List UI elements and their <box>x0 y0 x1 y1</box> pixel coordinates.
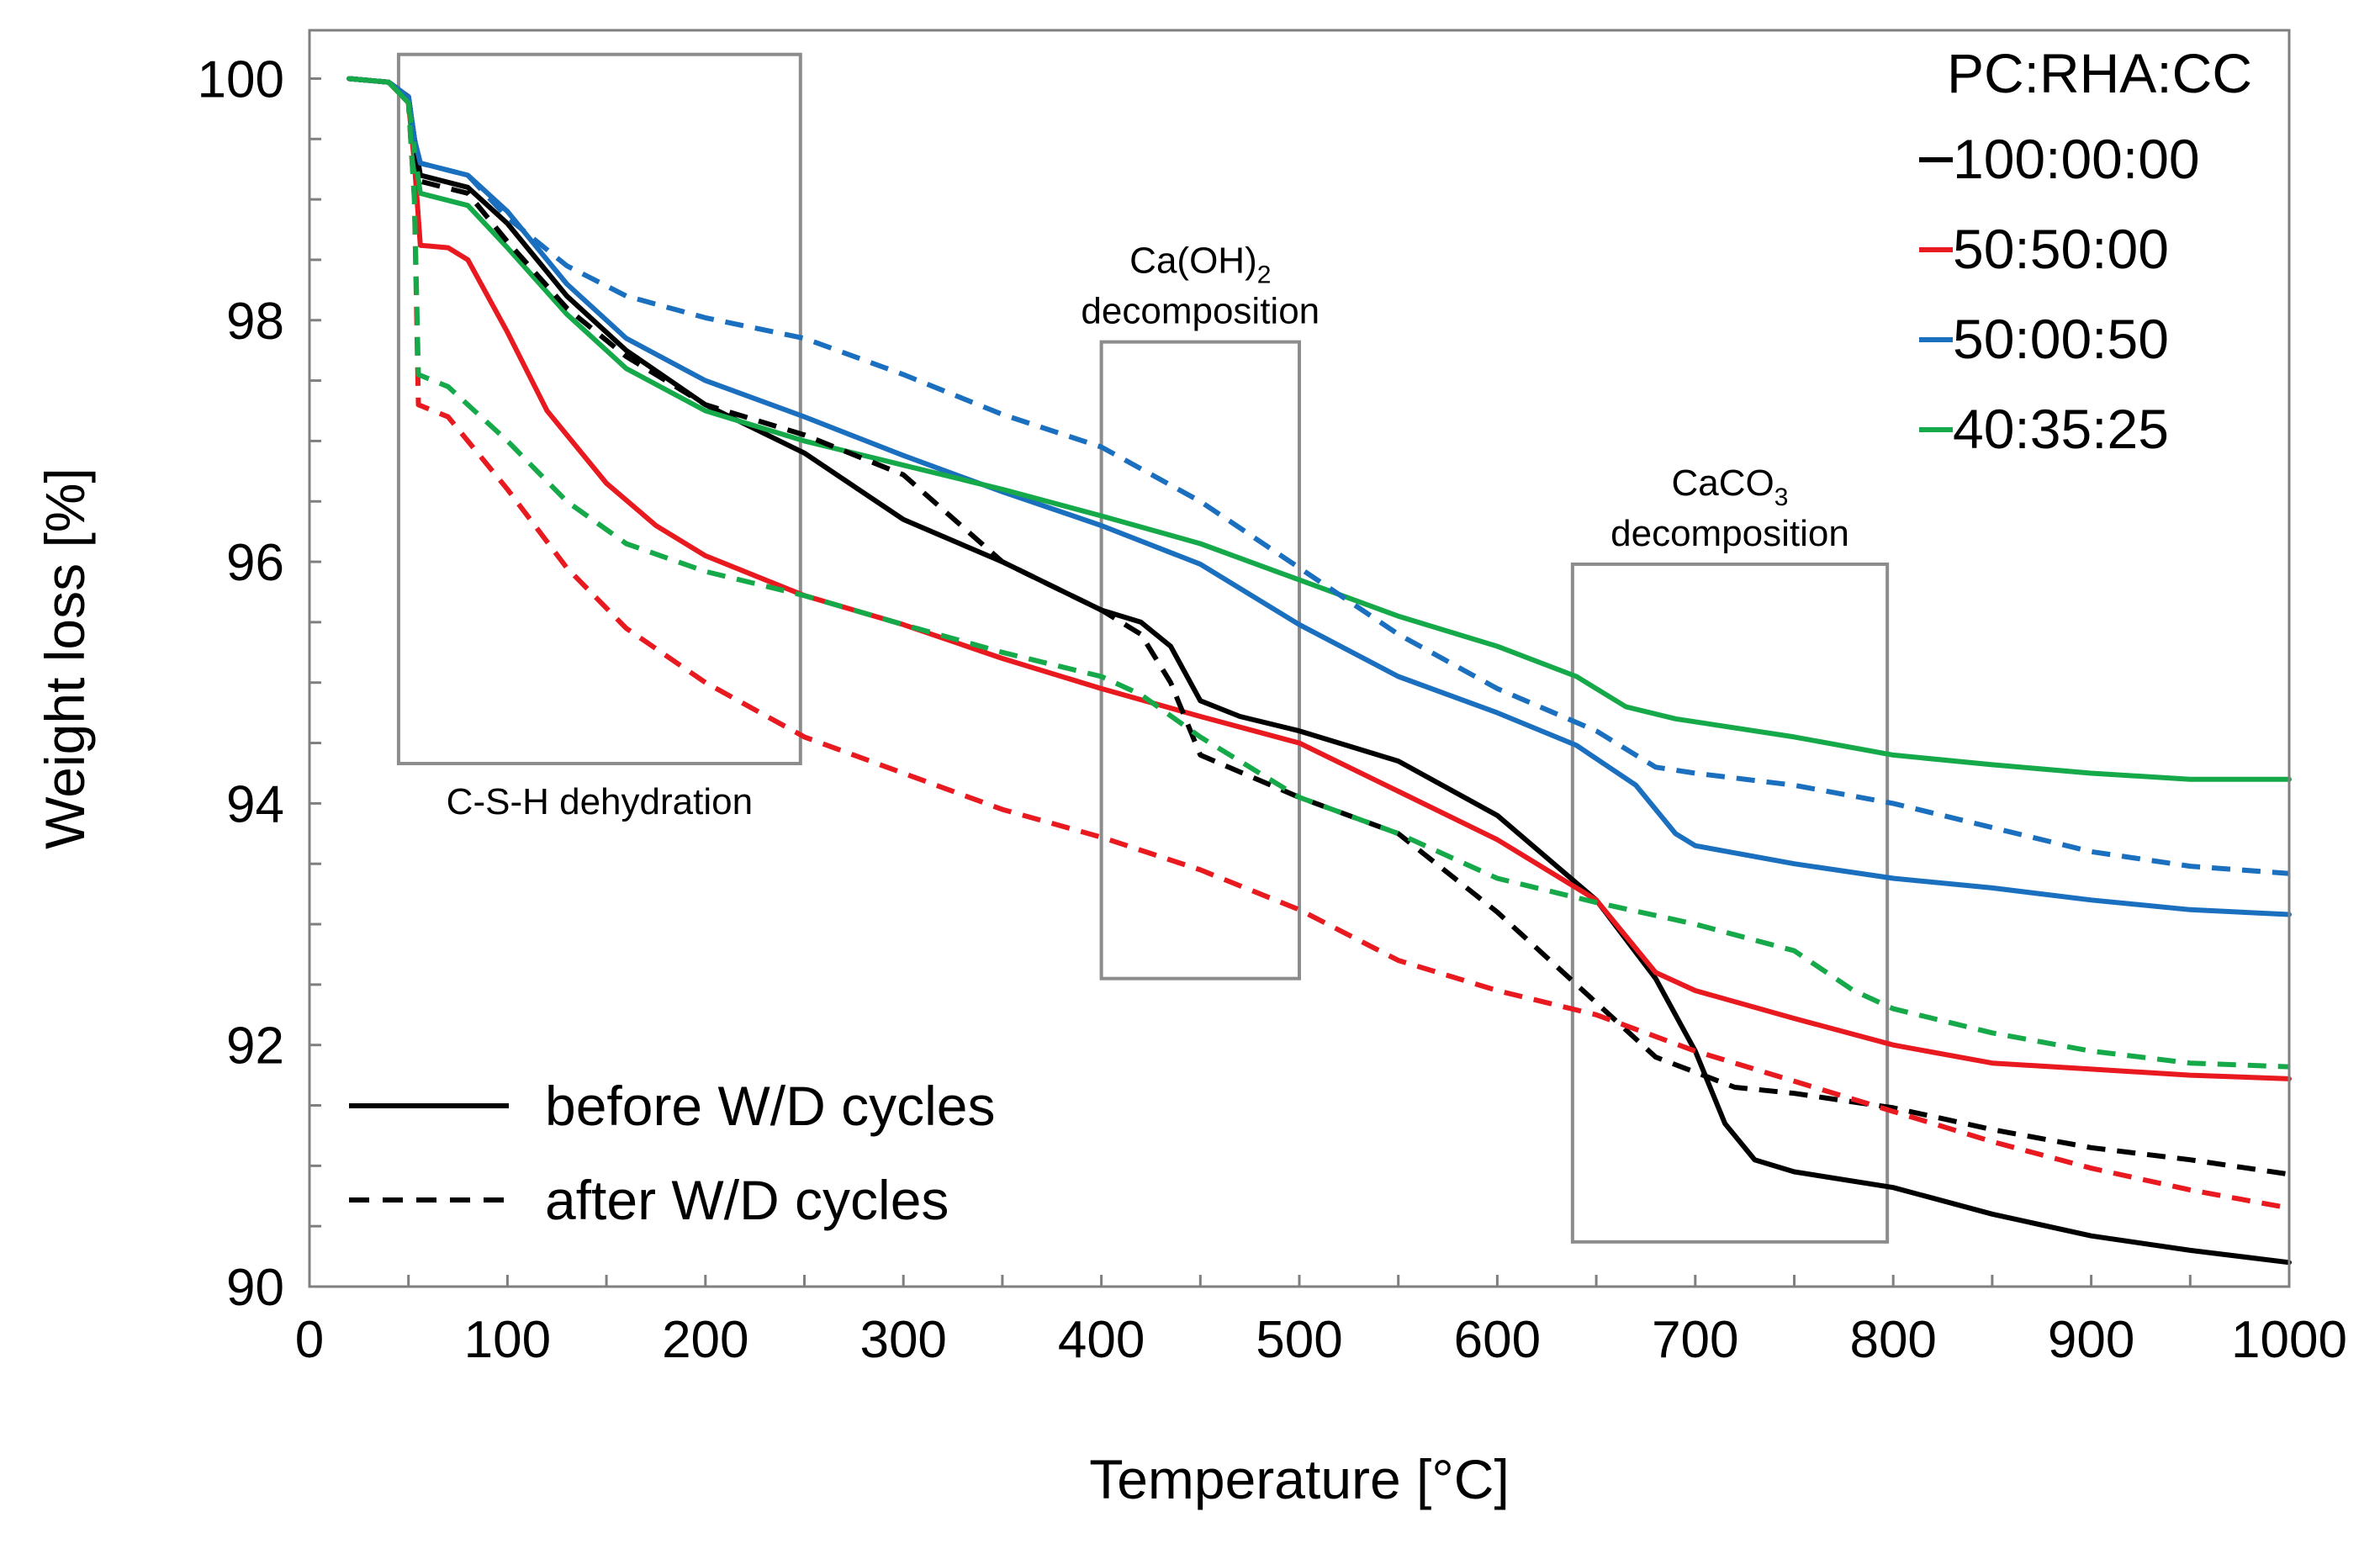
y-axis-title: Weight loss [%] <box>34 468 96 849</box>
series-line-50-00-50-after <box>348 76 2290 876</box>
region-label-caco3: CaCO3 <box>1672 462 1789 511</box>
legend: PC:RHA:CC 100:00:00 50:50:00 50:00:50 40:35:… <box>349 42 2252 1231</box>
x-axis-title: Temperature [°C] <box>1089 1448 1510 1510</box>
region-box-caco3 <box>1570 562 1890 1244</box>
x-tick-label: 500 <box>1256 1311 1342 1369</box>
y-tick-label: 92 <box>226 1018 284 1076</box>
y-tick-label: 100 <box>198 50 284 108</box>
legend-entry: 50:00:50 <box>1953 308 2169 370</box>
y-tick-label: 96 <box>226 534 284 592</box>
region-label-line2-caco3: decomposition <box>1610 513 1849 554</box>
y-tick-label: 90 <box>226 1259 284 1317</box>
legend-entry: 50:50:00 <box>1953 218 2169 280</box>
x-tick-label: 100 <box>464 1311 551 1369</box>
region-label-caoh2: Ca(OH)2 <box>1129 240 1271 289</box>
series-line-100-00-00-before <box>346 76 2292 1266</box>
legend-title: PC:RHA:CC <box>1947 42 2252 104</box>
series-line-50-50-00-after <box>348 76 2290 1211</box>
y-tick-label: 98 <box>226 293 284 351</box>
series-line-100-00-00-after <box>348 76 2290 1177</box>
legend-entry: 40:35:25 <box>1953 398 2169 460</box>
x-tick-label: 600 <box>1454 1311 1541 1369</box>
series-line-40-35-25-before <box>346 76 2292 782</box>
x-tick-label: 800 <box>1849 1311 1936 1369</box>
style-legend-label: before W/D cycles <box>545 1075 995 1137</box>
y-tick-label: 94 <box>226 775 284 833</box>
region-label-line2-caoh2: decomposition <box>1081 291 1320 332</box>
region-box-caoh2 <box>1099 340 1301 980</box>
series-line-40-35-25-after <box>348 76 2290 1070</box>
x-tick-label: 400 <box>1058 1311 1145 1369</box>
annotation-regions: C-S-H dehydrationCa(OH)2decompositionCaC… <box>396 52 1890 1244</box>
series-line-50-50-00-before <box>346 76 2292 1081</box>
x-tick-label: 300 <box>859 1311 946 1369</box>
style-legend-label: after W/D cycles <box>545 1169 949 1231</box>
x-tick-label: 900 <box>2048 1311 2134 1369</box>
legend-entry: 100:00:00 <box>1953 128 2200 190</box>
x-tick-label: 1000 <box>2231 1311 2347 1369</box>
data-series <box>346 76 2292 1266</box>
region-label-csh: C-S-H dehydration <box>447 781 753 822</box>
region-box-csh <box>396 52 802 765</box>
x-tick-label: 0 <box>295 1311 324 1369</box>
x-tick-label: 200 <box>662 1311 748 1369</box>
x-tick-label: 700 <box>1652 1311 1738 1369</box>
